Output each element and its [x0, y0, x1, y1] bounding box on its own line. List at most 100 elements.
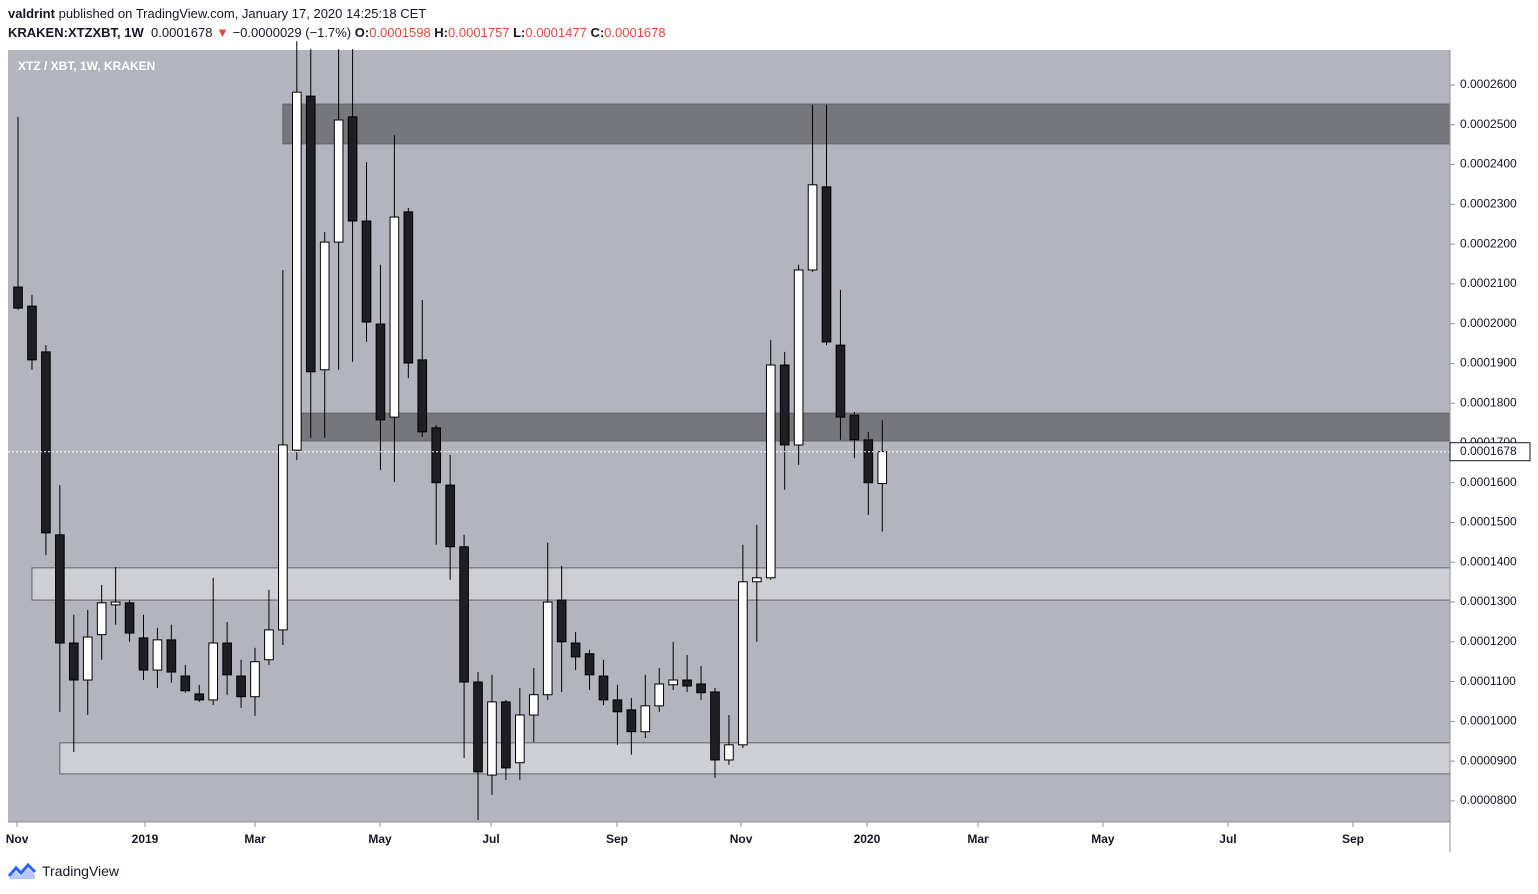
candle-body [835, 344, 846, 418]
candle-body [863, 439, 874, 484]
candle-body [528, 694, 539, 716]
author[interactable]: valdrint [8, 6, 55, 21]
y-tick-label: 0.0002400 [1460, 157, 1517, 171]
last-price-box [1449, 442, 1531, 462]
candle-body [779, 364, 790, 446]
x-tick-label: May [1091, 832, 1115, 846]
candle-body [807, 184, 818, 271]
candle-body [612, 699, 623, 713]
candle-body [821, 186, 832, 343]
y-tick-label: 0.0002500 [1460, 117, 1517, 131]
candle-body [710, 691, 720, 761]
candle-body [473, 681, 483, 773]
y-tick-label: 0.0000900 [1460, 753, 1517, 767]
y-tick-label: 0.0002300 [1460, 196, 1517, 210]
candle-body [570, 642, 581, 658]
x-tick-label: Nov [6, 832, 29, 846]
candle-body [403, 211, 414, 364]
candle-body [584, 653, 595, 676]
c-value: 0.0001678 [604, 25, 666, 40]
c-label: C: [590, 25, 605, 40]
candle-body [515, 714, 525, 764]
candle-body [459, 546, 469, 683]
y-tick-label: 0.0002200 [1460, 236, 1517, 250]
x-tick-label: Mar [244, 832, 266, 846]
candle-body [682, 679, 692, 687]
candle-body [250, 661, 260, 698]
candle-body [208, 642, 219, 701]
change: −0.0000029 (−1.7%) [232, 25, 352, 40]
x-tick-label: Mar [967, 832, 989, 846]
y-tick-label: 0.0002600 [1460, 77, 1517, 91]
candle-body [68, 642, 79, 681]
y-tick-label: 0.0001000 [1460, 714, 1517, 728]
candle-body [180, 675, 191, 692]
candle-body [278, 444, 288, 631]
y-tick-label: 0.0001500 [1460, 515, 1517, 529]
publish-info: published on TradingView.com, January 17… [58, 6, 427, 21]
publish-line: valdrint published on TradingView.com, J… [8, 6, 426, 21]
candle-body [319, 241, 330, 371]
symbol-line: KRAKEN:XTZXBT, 1W 0.0001678 ▼ −0.0000029… [8, 25, 666, 40]
candle-body [305, 95, 316, 373]
x-tick-label: Sep [1342, 832, 1364, 846]
candle-body [556, 599, 567, 643]
candle-body [347, 116, 358, 222]
candle-body [765, 364, 776, 579]
candle-body [849, 414, 860, 441]
o-label: O: [354, 25, 370, 40]
o-value: 0.0001598 [369, 25, 431, 40]
y-tick-label: 0.0001100 [1460, 674, 1516, 688]
l-value: 0.0001477 [525, 25, 587, 40]
candle-body [431, 427, 442, 484]
x-tick-label: 2019 [132, 832, 159, 846]
candle-body [166, 639, 177, 673]
candle-body [654, 683, 665, 707]
candle-body [138, 637, 149, 671]
brand-name[interactable]: TradingView [42, 863, 120, 879]
candle-body [236, 675, 246, 698]
candle-body [375, 323, 386, 421]
y-tick-label: 0.0001300 [1460, 594, 1517, 608]
candle-body [361, 220, 372, 323]
last: 0.0001678 [151, 25, 213, 40]
candle-body [668, 679, 678, 686]
candle-body [696, 683, 706, 694]
zone [282, 103, 1451, 145]
candle-body [82, 636, 93, 681]
candle-body [291, 91, 302, 451]
last-price-label: 0.0001678 [1460, 444, 1517, 458]
candle-body [55, 534, 65, 644]
candle-body [264, 629, 274, 661]
candle-body [640, 705, 651, 733]
candle-body [542, 601, 553, 696]
y-tick-label: 0.0001800 [1460, 395, 1517, 409]
candle-body [222, 642, 232, 676]
x-tick-label: Nov [730, 832, 753, 846]
candle-body [793, 269, 804, 446]
x-tick-label: Sep [606, 832, 628, 846]
candle-body [724, 744, 734, 761]
candle-body [194, 693, 205, 701]
x-tick-label: 2020 [854, 832, 881, 846]
symbol: KRAKEN:XTZXBT, 1W [8, 25, 144, 40]
zone [296, 412, 1451, 442]
candle-body [626, 709, 637, 733]
candle-body [487, 701, 497, 776]
candle-body [501, 701, 511, 769]
candle-body [738, 581, 748, 746]
candle-body [110, 601, 121, 606]
y-tick-label: 0.0001900 [1460, 356, 1517, 370]
candle-body [124, 602, 135, 634]
candle-body [877, 451, 888, 485]
y-tick-label: 0.0002100 [1460, 276, 1517, 290]
candle-body [389, 216, 400, 418]
h-label: H: [434, 25, 449, 40]
y-tick-label: 0.0001200 [1460, 634, 1517, 648]
y-tick-label: 0.0001400 [1460, 554, 1517, 568]
x-tick-label: May [368, 832, 392, 846]
candle-body [41, 351, 51, 534]
candle-body [598, 675, 609, 701]
candle-body [445, 484, 455, 548]
